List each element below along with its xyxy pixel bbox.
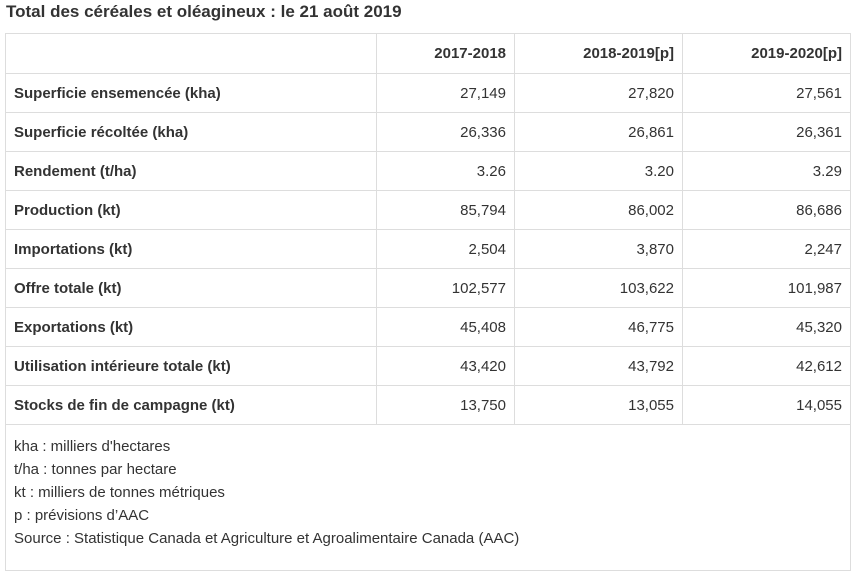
table-row: Offre totale (kt) 102,577 103,622 101,98… [5,268,851,308]
table-row: Superficie ensemencée (kha) 27,149 27,82… [5,73,851,113]
note-kha: kha : milliers d'hectares [14,438,171,455]
table-cell: 3.26 [376,151,515,191]
table-cell: 27,561 [682,73,851,113]
header-row: 2017-2018 2018-2019[p] 2019-2020[p] [5,33,851,74]
table-row: Rendement (t/ha) 3.26 3.20 3.29 [5,151,851,191]
table-cell: 102,577 [376,268,515,308]
table-row: Exportations (kt) 45,408 46,775 45,320 [5,307,851,347]
row-label: Rendement (t/ha) [5,151,377,191]
table-cell: 45,320 [682,307,851,347]
note-tha: t/ha : tonnes par hectare [14,461,177,478]
row-label: Importations (kt) [5,229,377,269]
table-cell: 43,792 [514,346,683,386]
table-row: Stocks de fin de campagne (kt) 13,750 13… [5,385,851,425]
row-label: Utilisation intérieure totale (kt) [5,346,377,386]
table-cell: 2,504 [376,229,515,269]
table-row: Production (kt) 85,794 86,002 86,686 [5,190,851,230]
table-notes: kha : milliers d'hectares t/ha : tonnes … [5,424,851,571]
table-cell: 103,622 [514,268,683,308]
table-cell: 46,775 [514,307,683,347]
header-cell-2018-2019: 2018-2019[p] [514,33,683,74]
table-cell: 86,686 [682,190,851,230]
table-cell: 45,408 [376,307,515,347]
table-cell: 2,247 [682,229,851,269]
row-label: Superficie ensemencée (kha) [5,73,377,113]
header-cell-2017-2018: 2017-2018 [376,33,515,74]
table-cell: 85,794 [376,190,515,230]
table-cell: 27,149 [376,73,515,113]
notes-row: kha : milliers d'hectares t/ha : tonnes … [5,424,851,571]
table-cell: 13,055 [514,385,683,425]
table-row: Utilisation intérieure totale (kt) 43,42… [5,346,851,386]
table-cell: 26,861 [514,112,683,152]
note-source: Source : Statistique Canada et Agricultu… [14,530,520,547]
note-kt: kt : milliers de tonnes métriques [14,484,225,501]
table-cell: 26,361 [682,112,851,152]
table-cell: 26,336 [376,112,515,152]
table-caption: Total des céréales et oléagineux : le 21… [6,2,402,21]
table-cell: 43,420 [376,346,515,386]
data-table: 2017-2018 2018-2019[p] 2019-2020[p] Supe… [5,33,851,571]
table-cell: 3,870 [514,229,683,269]
table-cell: 3.29 [682,151,851,191]
table-cell: 42,612 [682,346,851,386]
row-label: Stocks de fin de campagne (kt) [5,385,377,425]
table-cell: 3.20 [514,151,683,191]
row-label: Superficie récoltée (kha) [5,112,377,152]
note-p: p : prévisions d’AAC [14,507,150,524]
table-cell: 101,987 [682,268,851,308]
table-cell: 14,055 [682,385,851,425]
table-cell: 27,820 [514,73,683,113]
row-label: Production (kt) [5,190,377,230]
table-cell: 13,750 [376,385,515,425]
row-label: Offre totale (kt) [5,268,377,308]
header-cell-2019-2020: 2019-2020[p] [682,33,851,74]
table-row: Superficie récoltée (kha) 26,336 26,861 … [5,112,851,152]
table-row: Importations (kt) 2,504 3,870 2,247 [5,229,851,269]
header-cell-empty [5,33,377,74]
table-cell: 86,002 [514,190,683,230]
row-label: Exportations (kt) [5,307,377,347]
